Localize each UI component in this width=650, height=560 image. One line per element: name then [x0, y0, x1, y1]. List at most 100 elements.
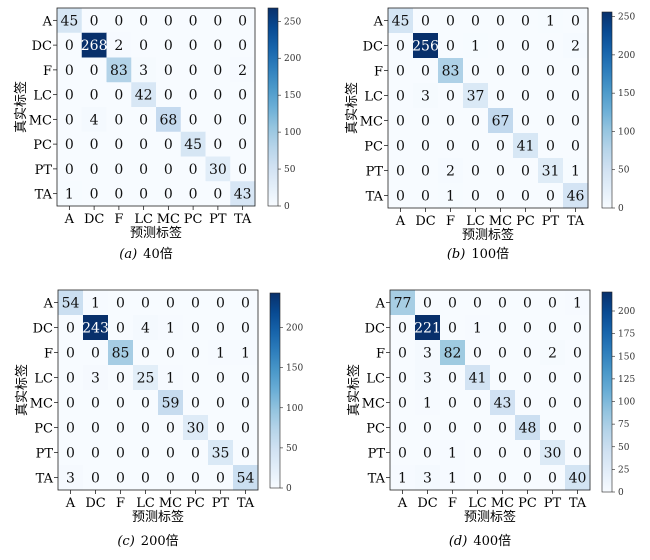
cell-value-label: 0: [116, 396, 125, 412]
heatmap-cell: [413, 183, 439, 209]
heatmap-cell: [463, 8, 489, 34]
colorbar-tick-label: 100: [286, 404, 303, 414]
cell-value-label: 0: [496, 189, 505, 205]
cell-value-label: 31: [542, 164, 560, 180]
cell-value-label: 0: [238, 13, 247, 29]
cell-value-label: 1: [573, 296, 582, 312]
heatmap-cell: [540, 365, 566, 391]
cell-value-label: 0: [166, 296, 175, 312]
heatmap-cell: [106, 57, 132, 83]
cell-value-label: 0: [396, 164, 405, 180]
heatmap-cell: [413, 58, 439, 84]
heatmap-cell: [58, 465, 84, 491]
heatmap-cell: [133, 440, 159, 466]
heatmap-cell: [156, 32, 182, 58]
cell-value-label: 0: [421, 64, 430, 80]
cell-value-label: 83: [442, 64, 460, 80]
panel-caption: (a) 40倍: [119, 247, 172, 262]
cell-value-label: 3: [423, 471, 432, 487]
cell-value-label: 0: [139, 112, 148, 128]
heatmap-cell: [208, 365, 234, 391]
heatmap-cell: [488, 33, 514, 59]
cell-value-label: 0: [398, 321, 407, 337]
cell-value-label: 0: [139, 13, 148, 29]
cell-value-label: 0: [141, 396, 150, 412]
heatmap-cell: [108, 315, 134, 341]
heatmap-cell: [438, 33, 464, 59]
heatmap-cell: [233, 340, 259, 366]
heatmap-cell: [131, 131, 157, 157]
cell-value-label: 0: [448, 421, 457, 437]
heatmap-cell: [108, 440, 134, 466]
y-tick-label: DC: [363, 40, 383, 55]
cell-value-label: 0: [573, 371, 582, 387]
cell-value-label: 0: [396, 189, 405, 205]
cell-value-label: 0: [141, 446, 150, 462]
heatmap-cell: [490, 465, 516, 491]
heatmap-cell: [81, 8, 107, 34]
heatmap-cell: [390, 390, 416, 416]
heatmap-cell: [83, 340, 109, 366]
heatmap-cell: [465, 465, 491, 491]
cell-value-label: 0: [396, 114, 405, 130]
cell-value-label: 0: [573, 396, 582, 412]
heatmap-cell: [58, 315, 84, 341]
cell-value-label: 1: [448, 446, 457, 462]
cell-value-label: 0: [498, 471, 507, 487]
cell-value-label: 1: [216, 346, 225, 362]
cell-value-label: 0: [546, 189, 555, 205]
heatmap-cell: [413, 108, 439, 134]
heatmap-cell: [83, 290, 109, 316]
y-tick-label: MC: [362, 397, 385, 412]
heatmap-cell: [415, 390, 441, 416]
heatmap-cell: [540, 415, 566, 441]
cell-value-label: 0: [548, 321, 557, 337]
heatmap-cell: [463, 108, 489, 134]
heatmap-cell: [205, 107, 231, 133]
cell-value-label: 0: [90, 88, 99, 104]
cell-value-label: 1: [166, 321, 175, 337]
heatmap-cell: [133, 415, 159, 441]
y-axis-title: 真实标签: [344, 82, 360, 134]
cell-value-label: 0: [471, 139, 480, 155]
colorbar-tick-label: 100: [284, 128, 301, 138]
colorbar-tick-label: 0: [618, 204, 624, 214]
heatmap-cell: [158, 315, 184, 341]
heatmap-cell: [465, 290, 491, 316]
heatmap-cell: [513, 8, 539, 34]
cell-value-label: 0: [65, 137, 74, 153]
heatmap-cell: [513, 158, 539, 184]
cell-value-label: 45: [392, 14, 410, 30]
heatmap-cell: [106, 181, 132, 207]
cell-value-label: 0: [446, 39, 455, 55]
cell-value-label: 0: [548, 471, 557, 487]
cell-value-label: 0: [421, 164, 430, 180]
colorbar-tick-label: 175: [618, 330, 635, 340]
cell-value-label: 83: [110, 63, 128, 79]
heatmap-cell: [513, 83, 539, 109]
cell-value-label: 0: [66, 371, 75, 387]
cell-value-label: 0: [423, 446, 432, 462]
y-tick-label: A: [373, 15, 384, 30]
cell-value-label: 0: [191, 321, 200, 337]
heatmap-cell: [563, 108, 589, 134]
y-tick-label: PT: [366, 165, 384, 180]
cell-value-label: 0: [398, 446, 407, 462]
cell-value-label: 0: [571, 89, 580, 105]
heatmap-cell: [388, 183, 414, 209]
heatmap-cell: [563, 58, 589, 84]
cell-value-label: 0: [498, 321, 507, 337]
cell-value-label: 0: [164, 88, 173, 104]
cell-value-label: 0: [114, 137, 123, 153]
heatmap-cell: [540, 290, 566, 316]
heatmap-cell: [388, 83, 414, 109]
cell-value-label: 0: [446, 14, 455, 30]
cell-value-label: 0: [164, 162, 173, 178]
plot-frame: [389, 289, 591, 491]
cell-value-label: 0: [573, 346, 582, 362]
cell-value-label: 0: [139, 38, 148, 54]
heatmap-cell: [58, 440, 84, 466]
y-tick-label: TA: [366, 190, 384, 205]
heatmap-cell: [180, 131, 206, 157]
